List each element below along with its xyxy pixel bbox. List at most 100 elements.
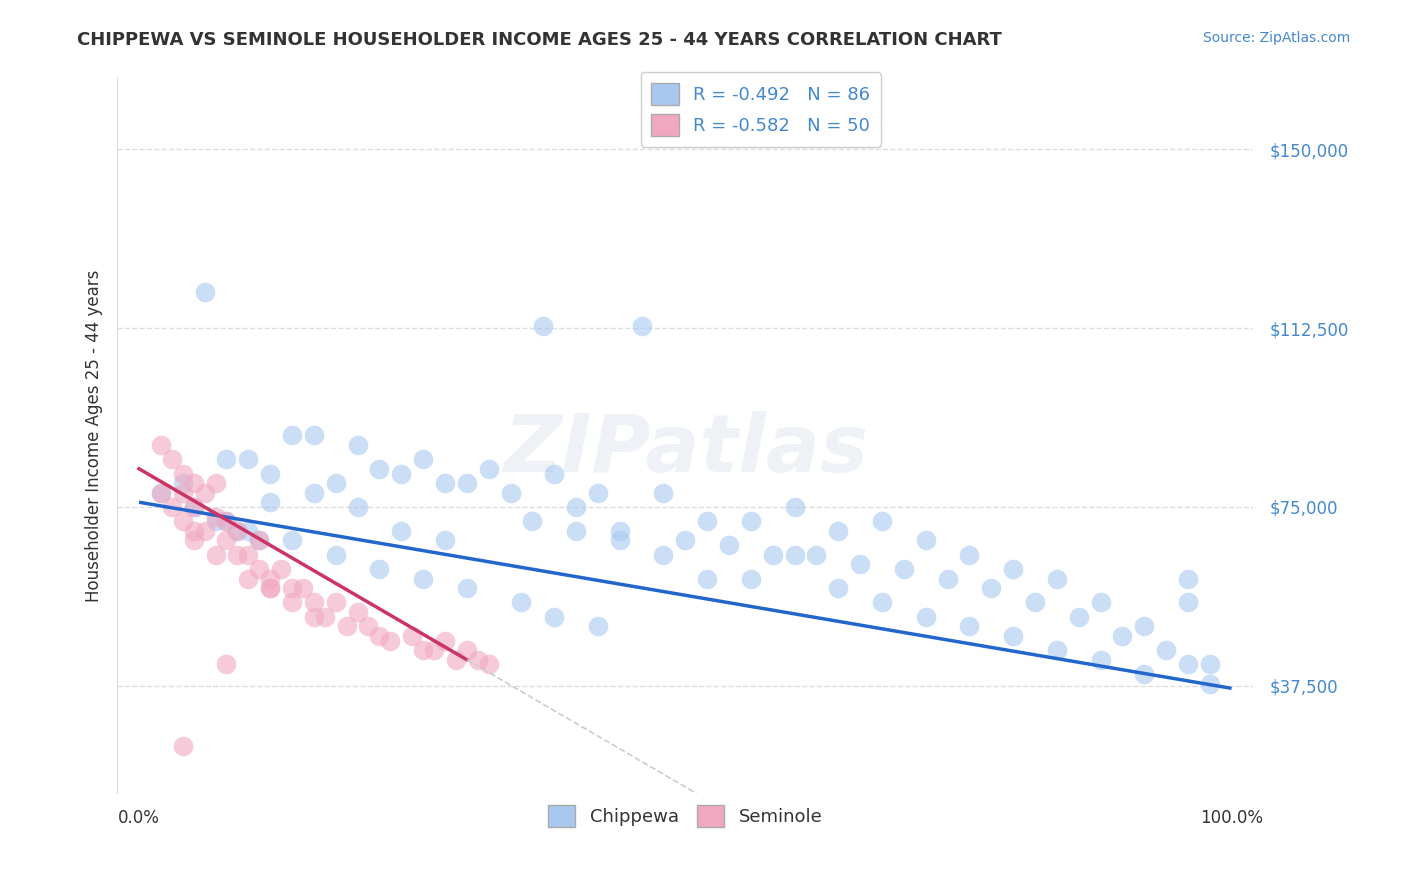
Point: [247, 533, 270, 548]
Point: [183, 476, 205, 491]
Point: [1177, 572, 1199, 586]
Point: [740, 514, 762, 528]
Point: [389, 524, 412, 538]
Point: [238, 452, 260, 467]
Point: [652, 548, 675, 562]
Point: [652, 485, 675, 500]
Point: [914, 533, 936, 548]
Point: [444, 653, 467, 667]
Point: [259, 581, 281, 595]
Point: [467, 653, 489, 667]
Point: [215, 514, 238, 528]
Point: [412, 572, 434, 586]
Point: [172, 739, 194, 753]
Point: [914, 609, 936, 624]
Point: [827, 581, 849, 595]
Point: [226, 524, 249, 538]
Point: [783, 548, 806, 562]
Point: [1133, 619, 1156, 633]
Text: Source: ZipAtlas.com: Source: ZipAtlas.com: [1202, 31, 1350, 45]
Point: [325, 595, 347, 609]
Text: CHIPPEWA VS SEMINOLE HOUSEHOLDER INCOME AGES 25 - 44 YEARS CORRELATION CHART: CHIPPEWA VS SEMINOLE HOUSEHOLDER INCOME …: [77, 31, 1002, 49]
Point: [336, 619, 359, 633]
Point: [423, 643, 446, 657]
Point: [204, 476, 226, 491]
Point: [827, 524, 849, 538]
Point: [183, 524, 205, 538]
Point: [368, 629, 391, 643]
Point: [893, 562, 915, 576]
Point: [302, 428, 325, 442]
Point: [172, 467, 194, 481]
Point: [1090, 653, 1112, 667]
Point: [259, 581, 281, 595]
Point: [259, 572, 281, 586]
Point: [478, 657, 501, 672]
Point: [565, 524, 588, 538]
Point: [183, 500, 205, 514]
Point: [149, 485, 172, 500]
Y-axis label: Householder Income Ages 25 - 44 years: Householder Income Ages 25 - 44 years: [86, 269, 103, 601]
Point: [412, 452, 434, 467]
Point: [291, 581, 314, 595]
Point: [194, 485, 217, 500]
Point: [936, 572, 959, 586]
Point: [325, 476, 347, 491]
Point: [870, 595, 893, 609]
Point: [194, 285, 217, 300]
Point: [1002, 629, 1025, 643]
Point: [980, 581, 1002, 595]
Point: [609, 524, 631, 538]
Point: [1154, 643, 1177, 657]
Point: [204, 548, 226, 562]
Point: [433, 633, 456, 648]
Point: [1198, 676, 1220, 690]
Point: [696, 514, 718, 528]
Point: [172, 476, 194, 491]
Point: [1177, 657, 1199, 672]
Point: [302, 609, 325, 624]
Point: [456, 476, 478, 491]
Point: [204, 514, 226, 528]
Point: [1198, 657, 1220, 672]
Point: [499, 485, 522, 500]
Point: [401, 629, 423, 643]
Point: [586, 619, 609, 633]
Point: [270, 562, 292, 576]
Point: [870, 514, 893, 528]
Point: [849, 558, 872, 572]
Point: [586, 485, 609, 500]
Point: [543, 467, 565, 481]
Point: [1133, 667, 1156, 681]
Point: [531, 318, 554, 333]
Point: [281, 533, 304, 548]
Point: [1067, 609, 1090, 624]
Point: [368, 562, 391, 576]
Point: [160, 452, 183, 467]
Point: [609, 533, 631, 548]
Point: [215, 452, 238, 467]
Point: [543, 609, 565, 624]
Point: [1177, 595, 1199, 609]
Point: [346, 500, 368, 514]
Point: [673, 533, 696, 548]
Point: [226, 548, 249, 562]
Point: [259, 495, 281, 509]
Point: [1002, 562, 1025, 576]
Point: [1046, 643, 1069, 657]
Point: [456, 643, 478, 657]
Point: [1024, 595, 1046, 609]
Point: [357, 619, 380, 633]
Point: [325, 548, 347, 562]
Point: [302, 595, 325, 609]
Point: [302, 485, 325, 500]
Point: [238, 548, 260, 562]
Point: [433, 476, 456, 491]
Point: [238, 572, 260, 586]
Point: [368, 462, 391, 476]
Point: [281, 581, 304, 595]
Point: [783, 500, 806, 514]
Point: [247, 562, 270, 576]
Point: [172, 485, 194, 500]
Point: [456, 581, 478, 595]
